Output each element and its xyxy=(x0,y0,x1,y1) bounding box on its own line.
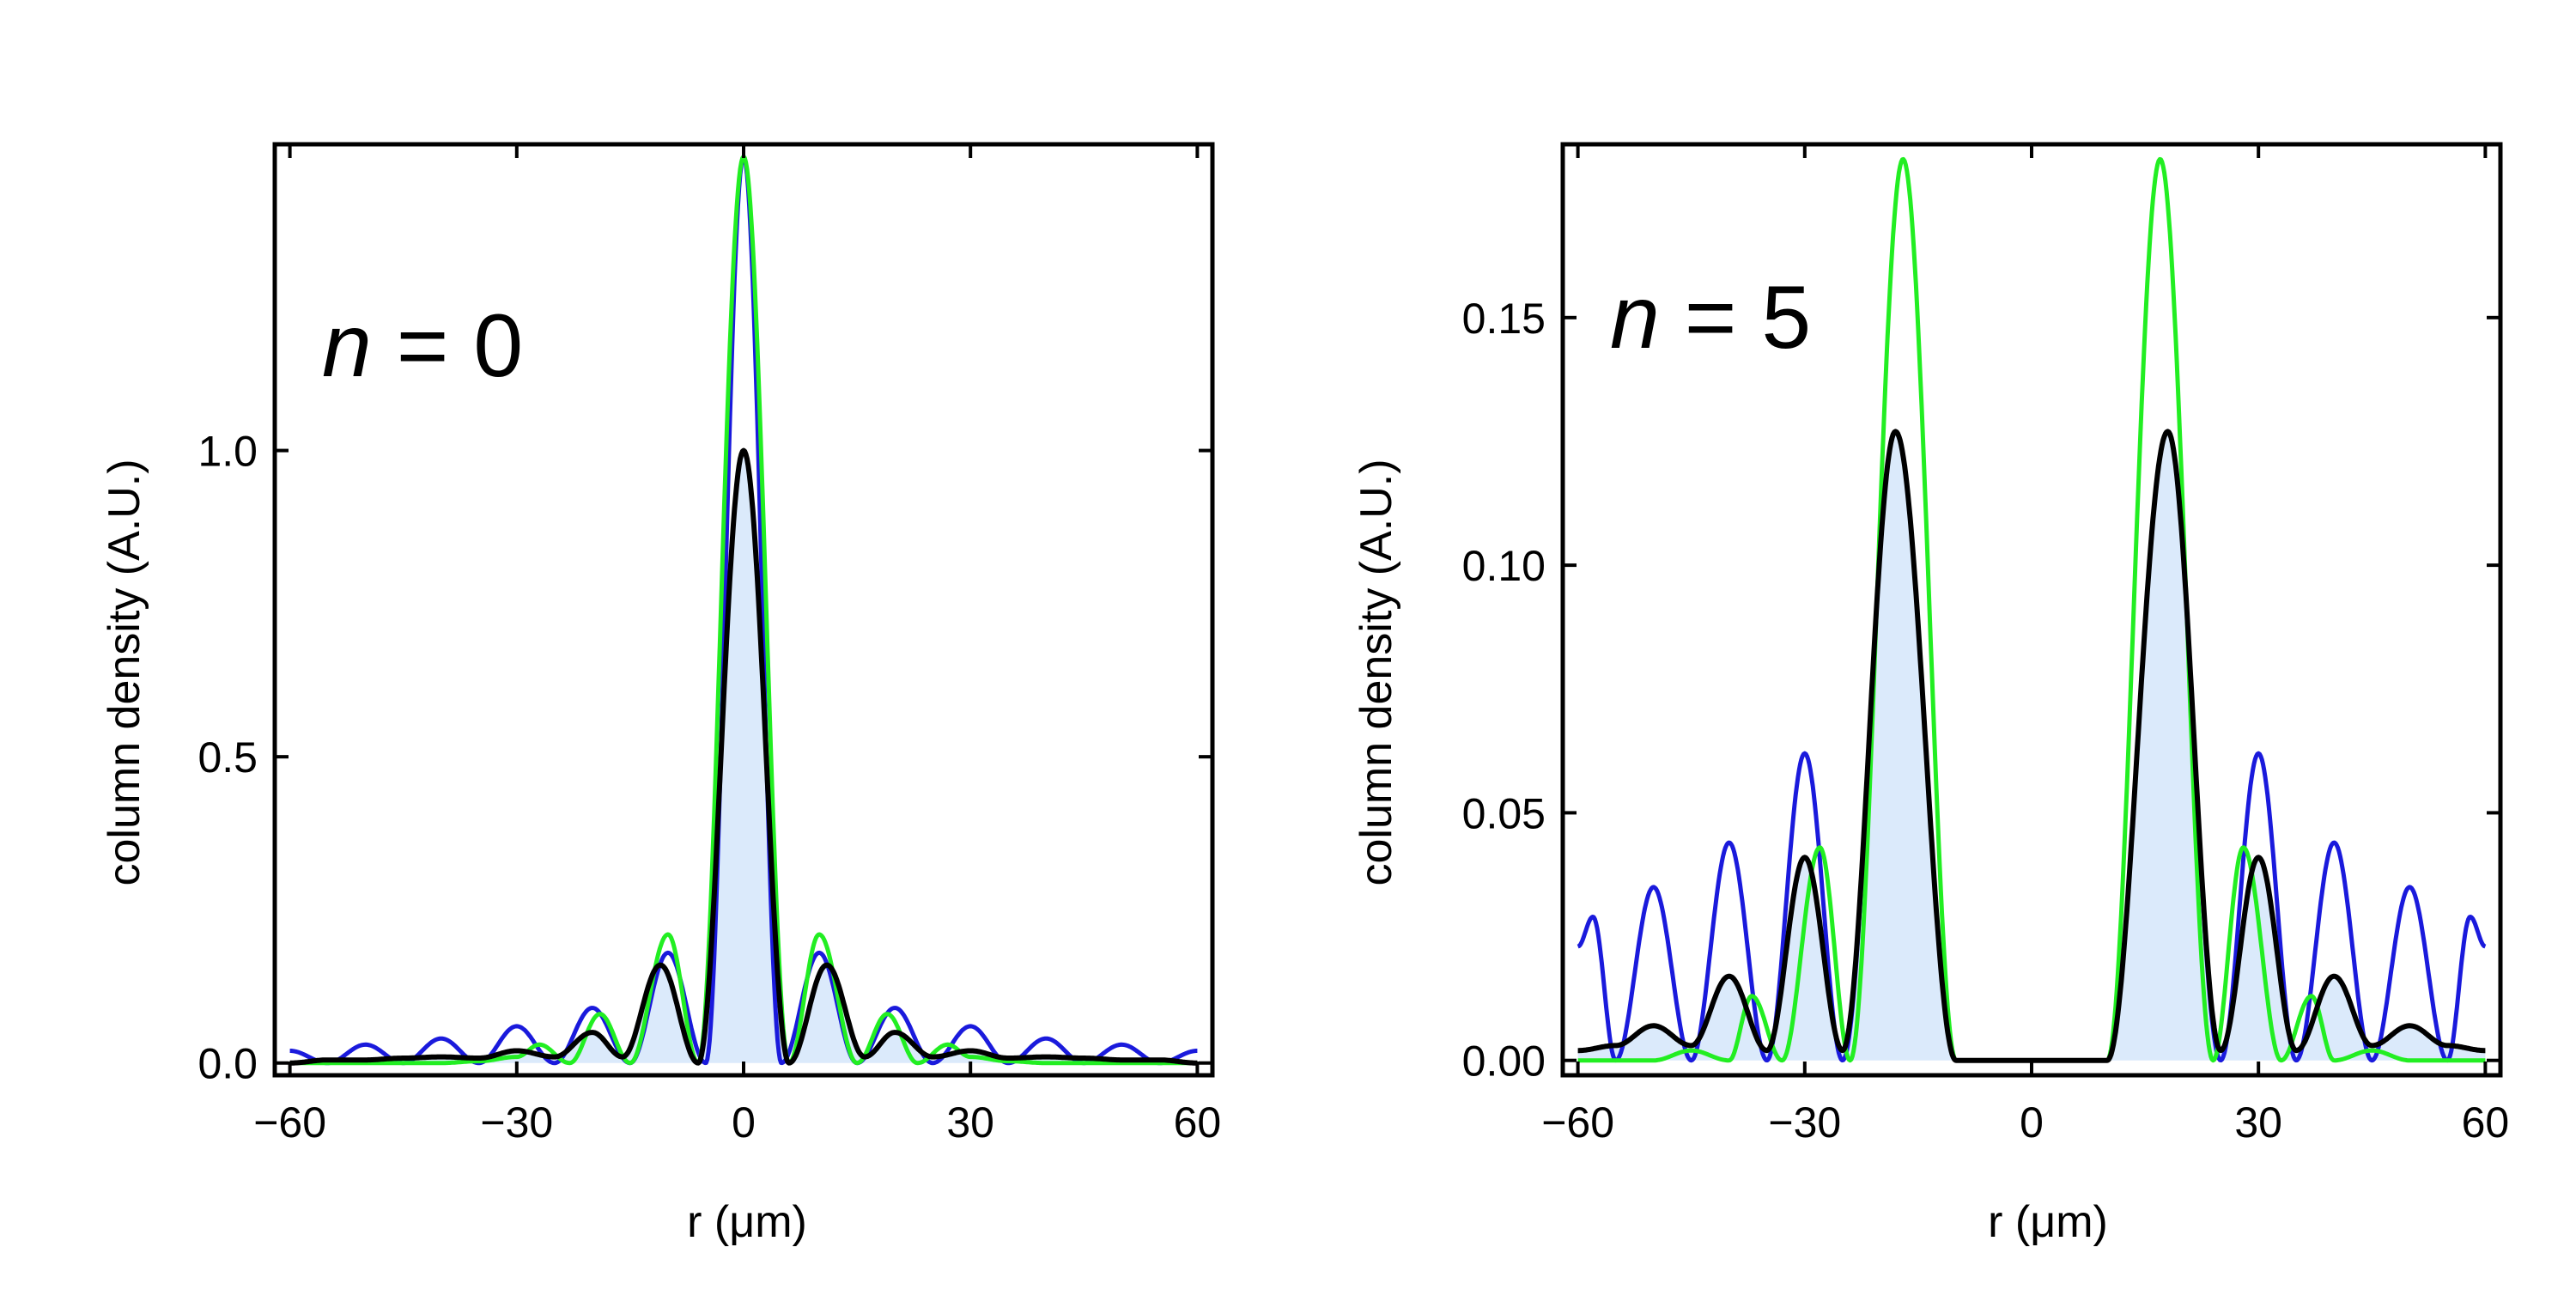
x-tick-label: 60 xyxy=(1174,1098,1222,1147)
y-axis-title: column density (A.U.) xyxy=(1352,459,1401,885)
series-line-black xyxy=(1576,429,2488,1063)
series-line-blue xyxy=(1577,429,2487,1063)
x-tick-label: 0 xyxy=(732,1098,756,1147)
x-axis-title: r (μm) xyxy=(687,1197,807,1247)
x-tick-label: 30 xyxy=(2234,1098,2282,1147)
y-tick-label: 0.05 xyxy=(1462,789,1546,837)
panel-label: n = 0 xyxy=(322,296,523,396)
y-tick-label: 0.00 xyxy=(1462,1037,1546,1086)
x-tick-label: 60 xyxy=(2462,1098,2510,1147)
density-fill-area xyxy=(1577,431,2486,1061)
x-tick-label: −60 xyxy=(253,1098,326,1147)
y-tick-label: 0.15 xyxy=(1462,295,1546,343)
plot-area: −60 −30 0 30 60 0.0 0.5 1.0 xyxy=(197,142,1222,1147)
panel-label-value: = 0 xyxy=(372,296,523,396)
chart-panel-n0: −60 −30 0 30 60 0.0 0.5 1.0 n = 0 r (μm) column… xyxy=(100,142,1222,1247)
panel-label-value: = 5 xyxy=(1660,268,1811,368)
y-axis-title: column density (A.U.) xyxy=(100,459,149,885)
plot-area: −60 −30 0 30 60 0.00 0.05 0.10 0.15 xyxy=(1462,142,2510,1147)
panel-label: n = 5 xyxy=(1610,268,1811,368)
y-tick-label: 0.0 xyxy=(197,1040,258,1088)
panel-label-variable: n xyxy=(322,296,372,396)
panel-label-text: n = 0 xyxy=(322,296,523,396)
x-tick-label: 0 xyxy=(2020,1098,2044,1147)
panel-label-text: n = 5 xyxy=(1610,268,1811,368)
y-tick-label: 0.5 xyxy=(197,733,258,782)
x-axis-title: r (μm) xyxy=(1988,1197,2108,1247)
density-fill-area xyxy=(289,450,1198,1063)
chart-panel-n5: −60 −30 0 30 60 0.00 0.05 0.10 0.15 n = 5 r (μm)… xyxy=(1352,142,2510,1247)
x-tick-label: −60 xyxy=(1541,1098,1614,1147)
y-tick-label: 0.10 xyxy=(1462,542,1546,590)
series-line-black xyxy=(288,447,1200,1066)
y-tick-label: 1.0 xyxy=(197,428,258,476)
panel-label-variable: n xyxy=(1610,268,1660,368)
x-tick-label: −30 xyxy=(480,1098,553,1147)
x-tick-label: −30 xyxy=(1768,1098,1841,1147)
x-tick-label: 30 xyxy=(946,1098,994,1147)
